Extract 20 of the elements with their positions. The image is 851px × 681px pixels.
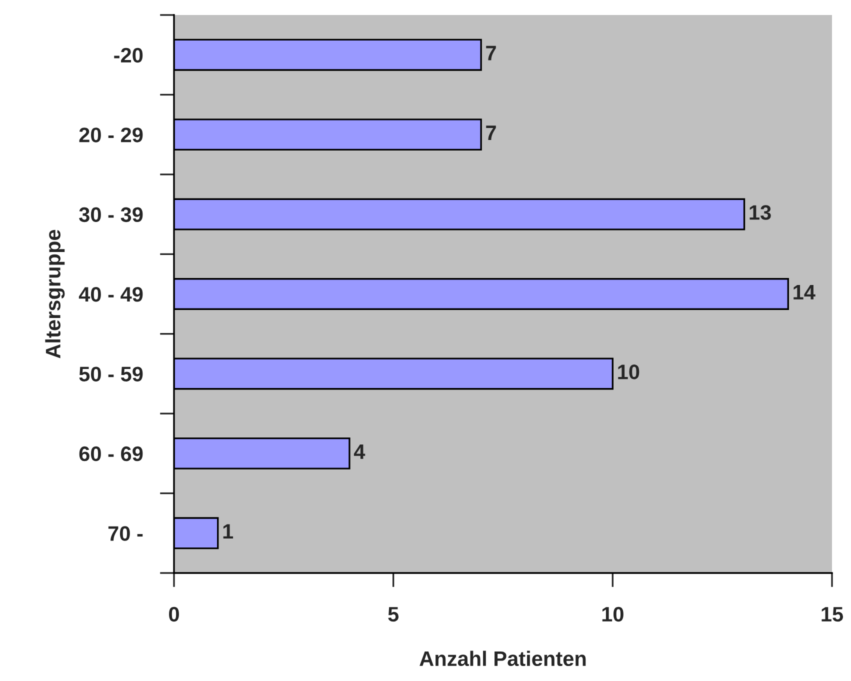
x-axis-title: Anzahl Patienten	[420, 650, 586, 666]
y-tick-label: 70 -	[108, 526, 143, 541]
x-tick-label: 5	[388, 607, 399, 622]
data-label: 14	[794, 285, 816, 300]
y-tick-label: 60 - 69	[79, 446, 143, 462]
data-label: 10	[618, 364, 640, 380]
y-tick-label: 30 - 39	[79, 207, 143, 222]
data-label: 7	[486, 46, 496, 60]
data-label: 1	[223, 524, 234, 539]
data-label: 4	[354, 444, 366, 459]
y-tick-label: 40 - 49	[78, 287, 143, 302]
y-tick-label: -20	[114, 48, 143, 63]
data-label: 7	[486, 126, 496, 140]
y-axis-title: Altersgruppe	[45, 230, 65, 358]
y-tick-label: 20 - 29	[79, 128, 143, 142]
x-tick-label: 15	[822, 607, 844, 622]
data-label: 13	[750, 205, 771, 220]
y-tick-label: 50 - 59	[79, 366, 143, 382]
x-tick-label: 10	[602, 606, 624, 622]
x-tick-label: 0	[169, 606, 179, 622]
